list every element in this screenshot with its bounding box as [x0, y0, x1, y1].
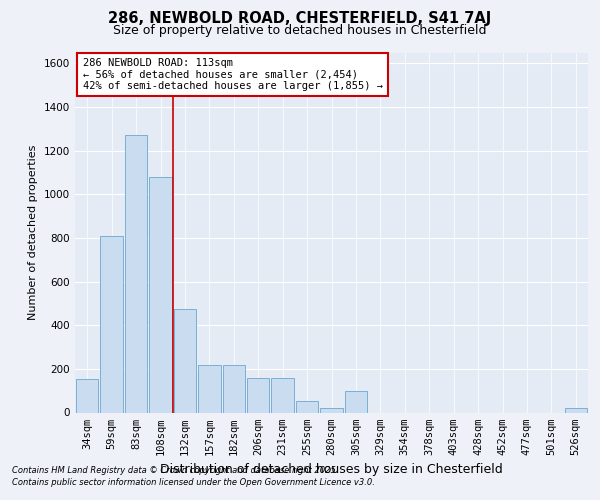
Bar — [565, 408, 587, 412]
Text: Contains HM Land Registry data © Crown copyright and database right 2025.: Contains HM Land Registry data © Crown c… — [12, 466, 338, 475]
Bar — [223, 364, 245, 412]
Bar — [271, 378, 294, 412]
Bar — [344, 390, 367, 412]
Bar — [149, 177, 172, 412]
Bar — [76, 378, 98, 412]
X-axis label: Distribution of detached houses by size in Chesterfield: Distribution of detached houses by size … — [160, 463, 503, 476]
Bar — [320, 408, 343, 412]
Bar — [247, 378, 269, 412]
Text: 286, NEWBOLD ROAD, CHESTERFIELD, S41 7AJ: 286, NEWBOLD ROAD, CHESTERFIELD, S41 7AJ — [109, 11, 491, 26]
Text: Contains public sector information licensed under the Open Government Licence v3: Contains public sector information licen… — [12, 478, 375, 487]
Bar — [198, 364, 221, 412]
Text: 286 NEWBOLD ROAD: 113sqm
← 56% of detached houses are smaller (2,454)
42% of sem: 286 NEWBOLD ROAD: 113sqm ← 56% of detach… — [83, 58, 383, 91]
Bar — [100, 236, 123, 412]
Text: Size of property relative to detached houses in Chesterfield: Size of property relative to detached ho… — [113, 24, 487, 37]
Y-axis label: Number of detached properties: Number of detached properties — [28, 145, 38, 320]
Bar — [125, 136, 148, 412]
Bar — [173, 309, 196, 412]
Bar — [296, 400, 319, 412]
